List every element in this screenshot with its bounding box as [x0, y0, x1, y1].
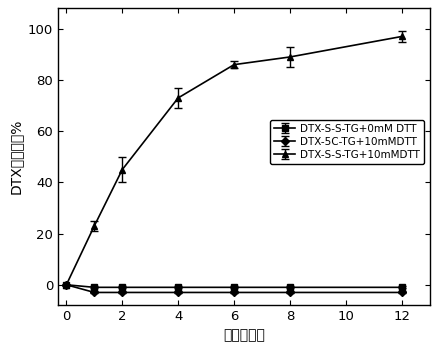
Y-axis label: DTX释放量／%: DTX释放量／% — [8, 119, 22, 194]
Legend: DTX-S-S-TG+0mM DTT, DTX-5C-TG+10mMDTT, DTX-S-S-TG+10mMDTT: DTX-S-S-TG+0mM DTT, DTX-5C-TG+10mMDTT, D… — [270, 120, 424, 164]
X-axis label: 时间／小时: 时间／小时 — [223, 329, 265, 343]
